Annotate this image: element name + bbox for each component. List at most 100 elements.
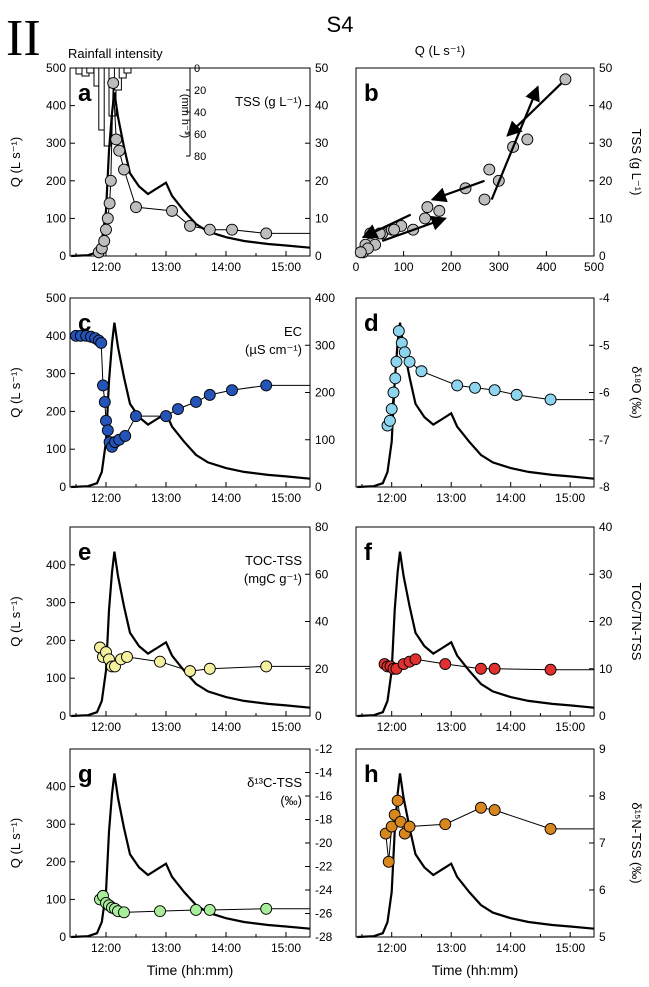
y-tick-label: 300 (46, 367, 66, 381)
x-tick-label: 0 (353, 260, 360, 274)
x-tick-label: 13:00 (436, 491, 466, 505)
x-tick-label: 14:00 (211, 941, 241, 955)
panel-letter-e: e (78, 539, 91, 566)
x-tick-label: 15:00 (555, 941, 585, 955)
x-tick-label: 13:00 (151, 720, 181, 734)
x-tick-label: 13:00 (436, 720, 466, 734)
panel-letter-a: a (78, 80, 92, 107)
y2-tick-label: 200 (315, 386, 335, 400)
rain-axis-label: (mm h⁻¹) (179, 94, 191, 138)
y2-tick-label: 30 (599, 567, 613, 581)
y2-tick-label: 50 (315, 61, 329, 75)
data-point (354, 246, 367, 259)
rain-bar (123, 67, 132, 74)
data-point (559, 73, 572, 86)
y-tick-label: 0 (59, 930, 66, 944)
hysteresis-arrow (361, 213, 412, 239)
rain-tick-label: 0 (194, 63, 200, 75)
y-tick-label: 200 (46, 404, 66, 418)
hysteresis-arrow (430, 179, 485, 203)
y2-tick-label: 9 (599, 742, 606, 756)
y-tick-label: 200 (46, 855, 66, 869)
data-point (184, 219, 196, 232)
data-point (113, 144, 126, 157)
data-point (488, 662, 501, 675)
y2-tick-label: 5 (599, 930, 606, 944)
y2-tick-label: -4 (599, 291, 610, 305)
x-tick-label: 200 (441, 260, 461, 274)
data-point (387, 386, 400, 399)
panel-g: g 12:00 13:00 14:00 15:00 0 100 200 300 400 Q (L s… (8, 742, 333, 955)
data-point (391, 794, 404, 807)
data-point (521, 133, 534, 146)
data-point (260, 227, 273, 240)
data-point (190, 396, 202, 408)
y2-axis-label: TSS (g L⁻¹) (629, 129, 644, 196)
data-point (439, 818, 452, 831)
data-point (190, 904, 202, 916)
y2-tick-label: -28 (315, 930, 333, 944)
y2-label: TSS (g L⁻¹) (235, 94, 302, 109)
data-point (483, 163, 496, 176)
x-tick-label: 14:00 (211, 491, 241, 505)
data-point (392, 325, 405, 338)
x-tick-label: 13:00 (151, 260, 181, 274)
y-tick-label: 400 (46, 329, 66, 343)
y2-axis-label: δ¹⁸O (‰) (629, 366, 644, 418)
data-point (488, 804, 501, 817)
x-tick-label: 12:00 (91, 941, 121, 955)
data-point (107, 77, 120, 89)
data-point (475, 662, 487, 675)
data-point (388, 223, 401, 236)
discharge-line (71, 551, 311, 718)
data-point (103, 197, 116, 210)
x-tick-label: 100 (394, 260, 414, 274)
data-point (101, 212, 114, 225)
y2-tick-label: 10 (599, 662, 613, 676)
y2-tick-label: -5 (599, 338, 610, 352)
data-point (226, 384, 238, 397)
y2-tick-label: 8 (599, 789, 606, 803)
y2-tick-label: 7 (599, 836, 606, 850)
x-tick-label: 500 (584, 260, 604, 274)
data-point (98, 396, 111, 408)
data-point (260, 660, 273, 673)
y-axis-label: Q (L s⁻¹) (8, 367, 23, 417)
data-point (488, 384, 501, 397)
y2-tick-label: 20 (599, 174, 613, 188)
x-tick-label: 15:00 (271, 941, 301, 955)
y2-tick-label: 50 (599, 61, 613, 75)
y2-tick-label: 20 (315, 174, 329, 188)
hysteresis-arrow (490, 85, 540, 201)
plot-frame (355, 526, 595, 717)
y-tick-label: 400 (46, 558, 66, 572)
y2-tick-label: -14 (315, 766, 333, 780)
data-point (118, 906, 130, 919)
x-tick-label: 13:00 (436, 941, 466, 955)
panel-letter-f: f (364, 539, 373, 566)
y-tick-label: 200 (46, 633, 66, 647)
y-tick-label: 300 (46, 817, 66, 831)
y2-label: TOC-TSS (245, 553, 302, 568)
y2-tick-label: 0 (315, 480, 322, 494)
y-tick-label: 0 (59, 480, 66, 494)
x-tick-label: 12:00 (377, 720, 407, 734)
plot-frame (69, 297, 311, 488)
x-tick-label: 14:00 (211, 260, 241, 274)
data-point (544, 663, 557, 676)
y2-tick-label: 80 (315, 520, 329, 534)
y-axis-label: Q (L s⁻¹) (8, 596, 23, 646)
data-point (451, 379, 464, 392)
y2-tick-label: -6 (599, 386, 610, 400)
y2-tick-label: -16 (315, 789, 333, 803)
y-tick-label: 400 (46, 780, 66, 794)
y2-tick-label: 30 (315, 136, 329, 150)
data-point (101, 424, 114, 437)
y2-tick-label: -12 (315, 742, 333, 756)
data-point (203, 388, 216, 401)
data-point (95, 336, 108, 349)
y2-tick-label: -7 (599, 433, 610, 447)
x-tick-label: 14:00 (496, 491, 526, 505)
data-point (544, 822, 557, 835)
y-tick-label: 400 (46, 99, 66, 113)
